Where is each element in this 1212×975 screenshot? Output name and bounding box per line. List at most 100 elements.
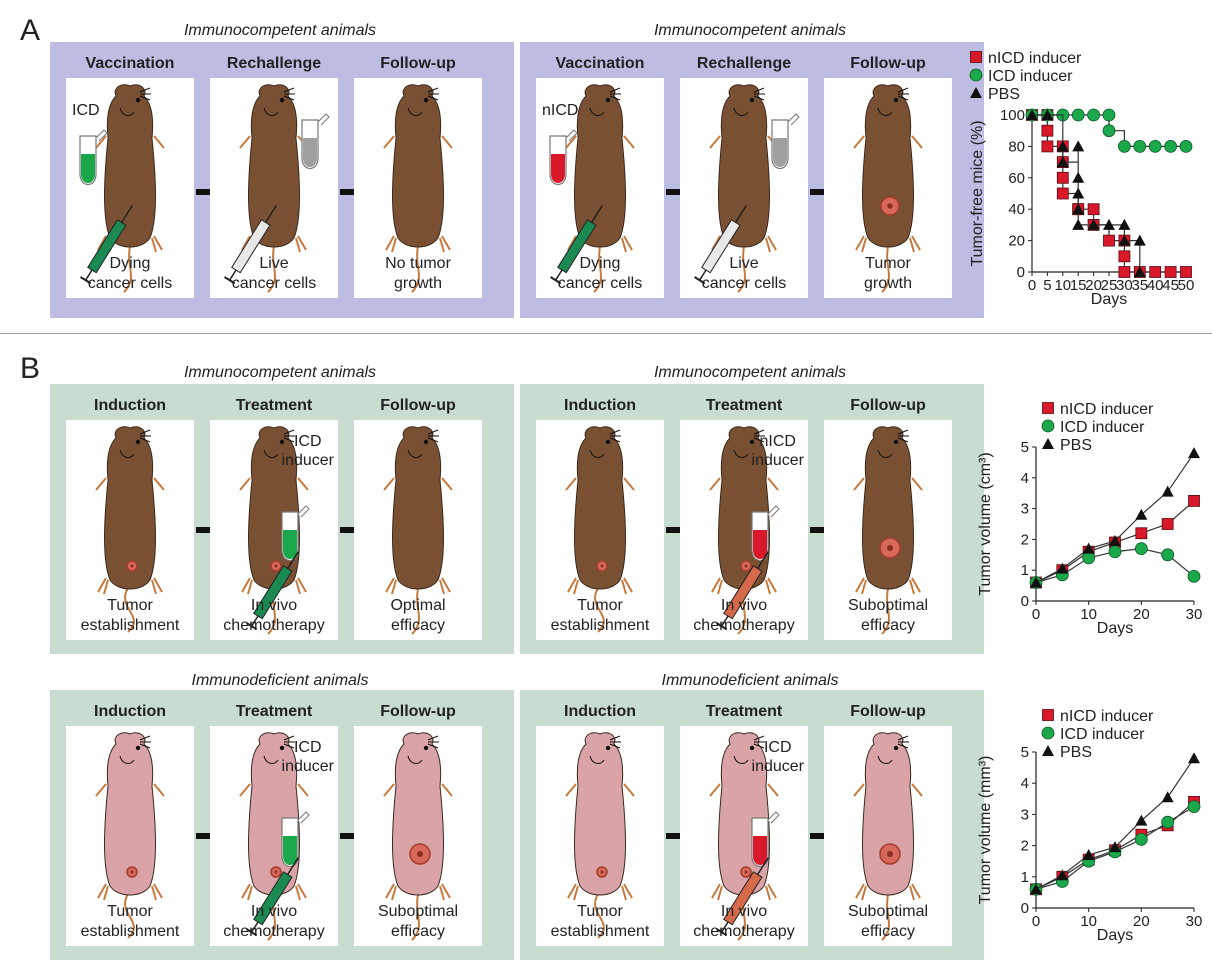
test-tube-icon [301,113,330,170]
mouse-icon [565,732,635,939]
y-tick-label: 0 [1021,593,1029,610]
legend-label: nICD inducer [988,50,1082,67]
test-tube-icon [281,811,310,868]
step-card: Suboptimal efficacy [354,726,482,946]
data-point [1072,187,1085,199]
legend-entry: ICD inducer [969,68,1073,85]
x-tick-label: 10 [1080,913,1097,930]
panel-divider [0,333,1212,334]
data-point [1134,832,1148,846]
tumor-volume-cm3-chart: nICD inducer ICD inducer PBS 0 1 2 3 4 5 0 10 20 30 D… [968,395,1208,647]
legend-entry: nICD inducer [1042,401,1154,418]
caption-line: Dying [579,255,621,272]
step-caption: Suboptimal efficacy [354,902,482,942]
mouse-icon [383,426,453,635]
series-line [1035,452,1195,584]
x-tick-label: 5 [1043,277,1051,294]
group-title: Immunocompetent animals [653,364,847,381]
caption-line: Live [259,255,289,272]
caption-line: cancer cells [231,275,317,292]
tube-label: ICD [72,102,100,119]
step-header: Induction [94,397,166,414]
syringe-icon [246,551,299,631]
mouse-icon [95,426,165,633]
step-header: Follow-up [380,55,456,72]
legend-label: ICD inducer [988,68,1073,85]
series-line [1032,114,1141,272]
data-point [1134,542,1148,556]
data-point [1087,108,1100,122]
mouse-icon [95,84,165,293]
data-point [1117,140,1131,153]
step-caption: Tumor growth [824,254,952,294]
step-header: Induction [94,703,166,720]
mouse-icon [383,84,453,293]
tube-label: nICD [542,102,579,119]
inducer-label-line: ICD [763,739,792,756]
data-point [1118,218,1131,230]
caption-line: No tumor [385,255,451,272]
panel-letter-b: B [20,352,41,385]
data-point [1103,234,1115,247]
caption-line: Suboptimal [377,903,459,920]
data-point [1148,140,1162,153]
step-card: nICD Dying cancer cells [536,78,664,298]
y-axis-label: Tumor volume (mm³) [977,756,994,905]
data-point [1056,187,1069,200]
caption-line: chemotherapy [693,617,795,634]
data-point [1082,551,1096,565]
y-tick-label: 1 [1021,869,1029,886]
data-point [1041,124,1054,137]
caption-line: Live [729,255,759,272]
step-card: ICD Dying cancer cells [66,78,194,298]
x-tick-label: 50 [1178,277,1195,294]
step-header: Vaccination [555,55,645,72]
step-card: ICD inducer In vivo chemotherapy [210,726,338,946]
inducer-label-line: inducer [751,758,804,775]
caption-line: efficacy [861,923,915,940]
x-axis-label: Days [1091,291,1127,308]
legend-entry: PBS [970,86,1020,103]
caption-line: efficacy [391,617,445,634]
data-point [1102,124,1116,138]
step-header: Treatment [705,703,783,720]
legend-label: ICD inducer [1060,726,1145,743]
test-tube-icon [751,505,780,562]
step-caption: Tumor establishment [66,902,194,942]
step-card: Suboptimal efficacy [824,420,952,640]
inducer-label-line: inducer [281,758,334,775]
inducer-label: ICD inducer [282,432,334,470]
test-tube-icon [771,113,800,170]
y-tick-label: 0 [1017,264,1025,281]
caption-line: cancer cells [87,275,173,292]
step-caption: Live cancer cells [680,254,808,294]
step-caption: No tumor growth [354,254,482,294]
inducer-label: nICD inducer [752,432,804,470]
y-tick-label: 100 [1000,107,1025,124]
y-tick-label: 4 [1021,775,1029,792]
caption-line: Tumor [577,597,623,614]
data-point [1109,841,1121,853]
caption-line: chemotherapy [693,923,795,940]
caption-line: cancer cells [701,275,787,292]
data-point [1118,266,1131,278]
step-caption: In vivo chemotherapy [680,902,808,942]
data-point [1187,569,1201,583]
step-card: Suboptimal efficacy [824,726,952,946]
test-tube-icon [79,129,108,186]
step-header: Vaccination [85,55,175,72]
data-point [1056,156,1069,168]
caption-line: establishment [550,923,650,940]
x-tick-label: 45 [1162,277,1179,294]
step-card: Live cancer cells [680,78,808,298]
data-point [1103,218,1115,230]
group-title: Immunodeficient animals [191,672,369,689]
legend-entry: nICD inducer [970,50,1082,67]
x-tick-label: 20 [1085,277,1102,294]
step-caption: Tumor establishment [536,596,664,636]
data-point [1161,791,1174,803]
step-header: Follow-up [380,703,456,720]
step-caption: Optimal efficacy [354,596,482,636]
caption-line: Tumor [577,903,623,920]
x-tick-label: 15 [1070,277,1087,294]
